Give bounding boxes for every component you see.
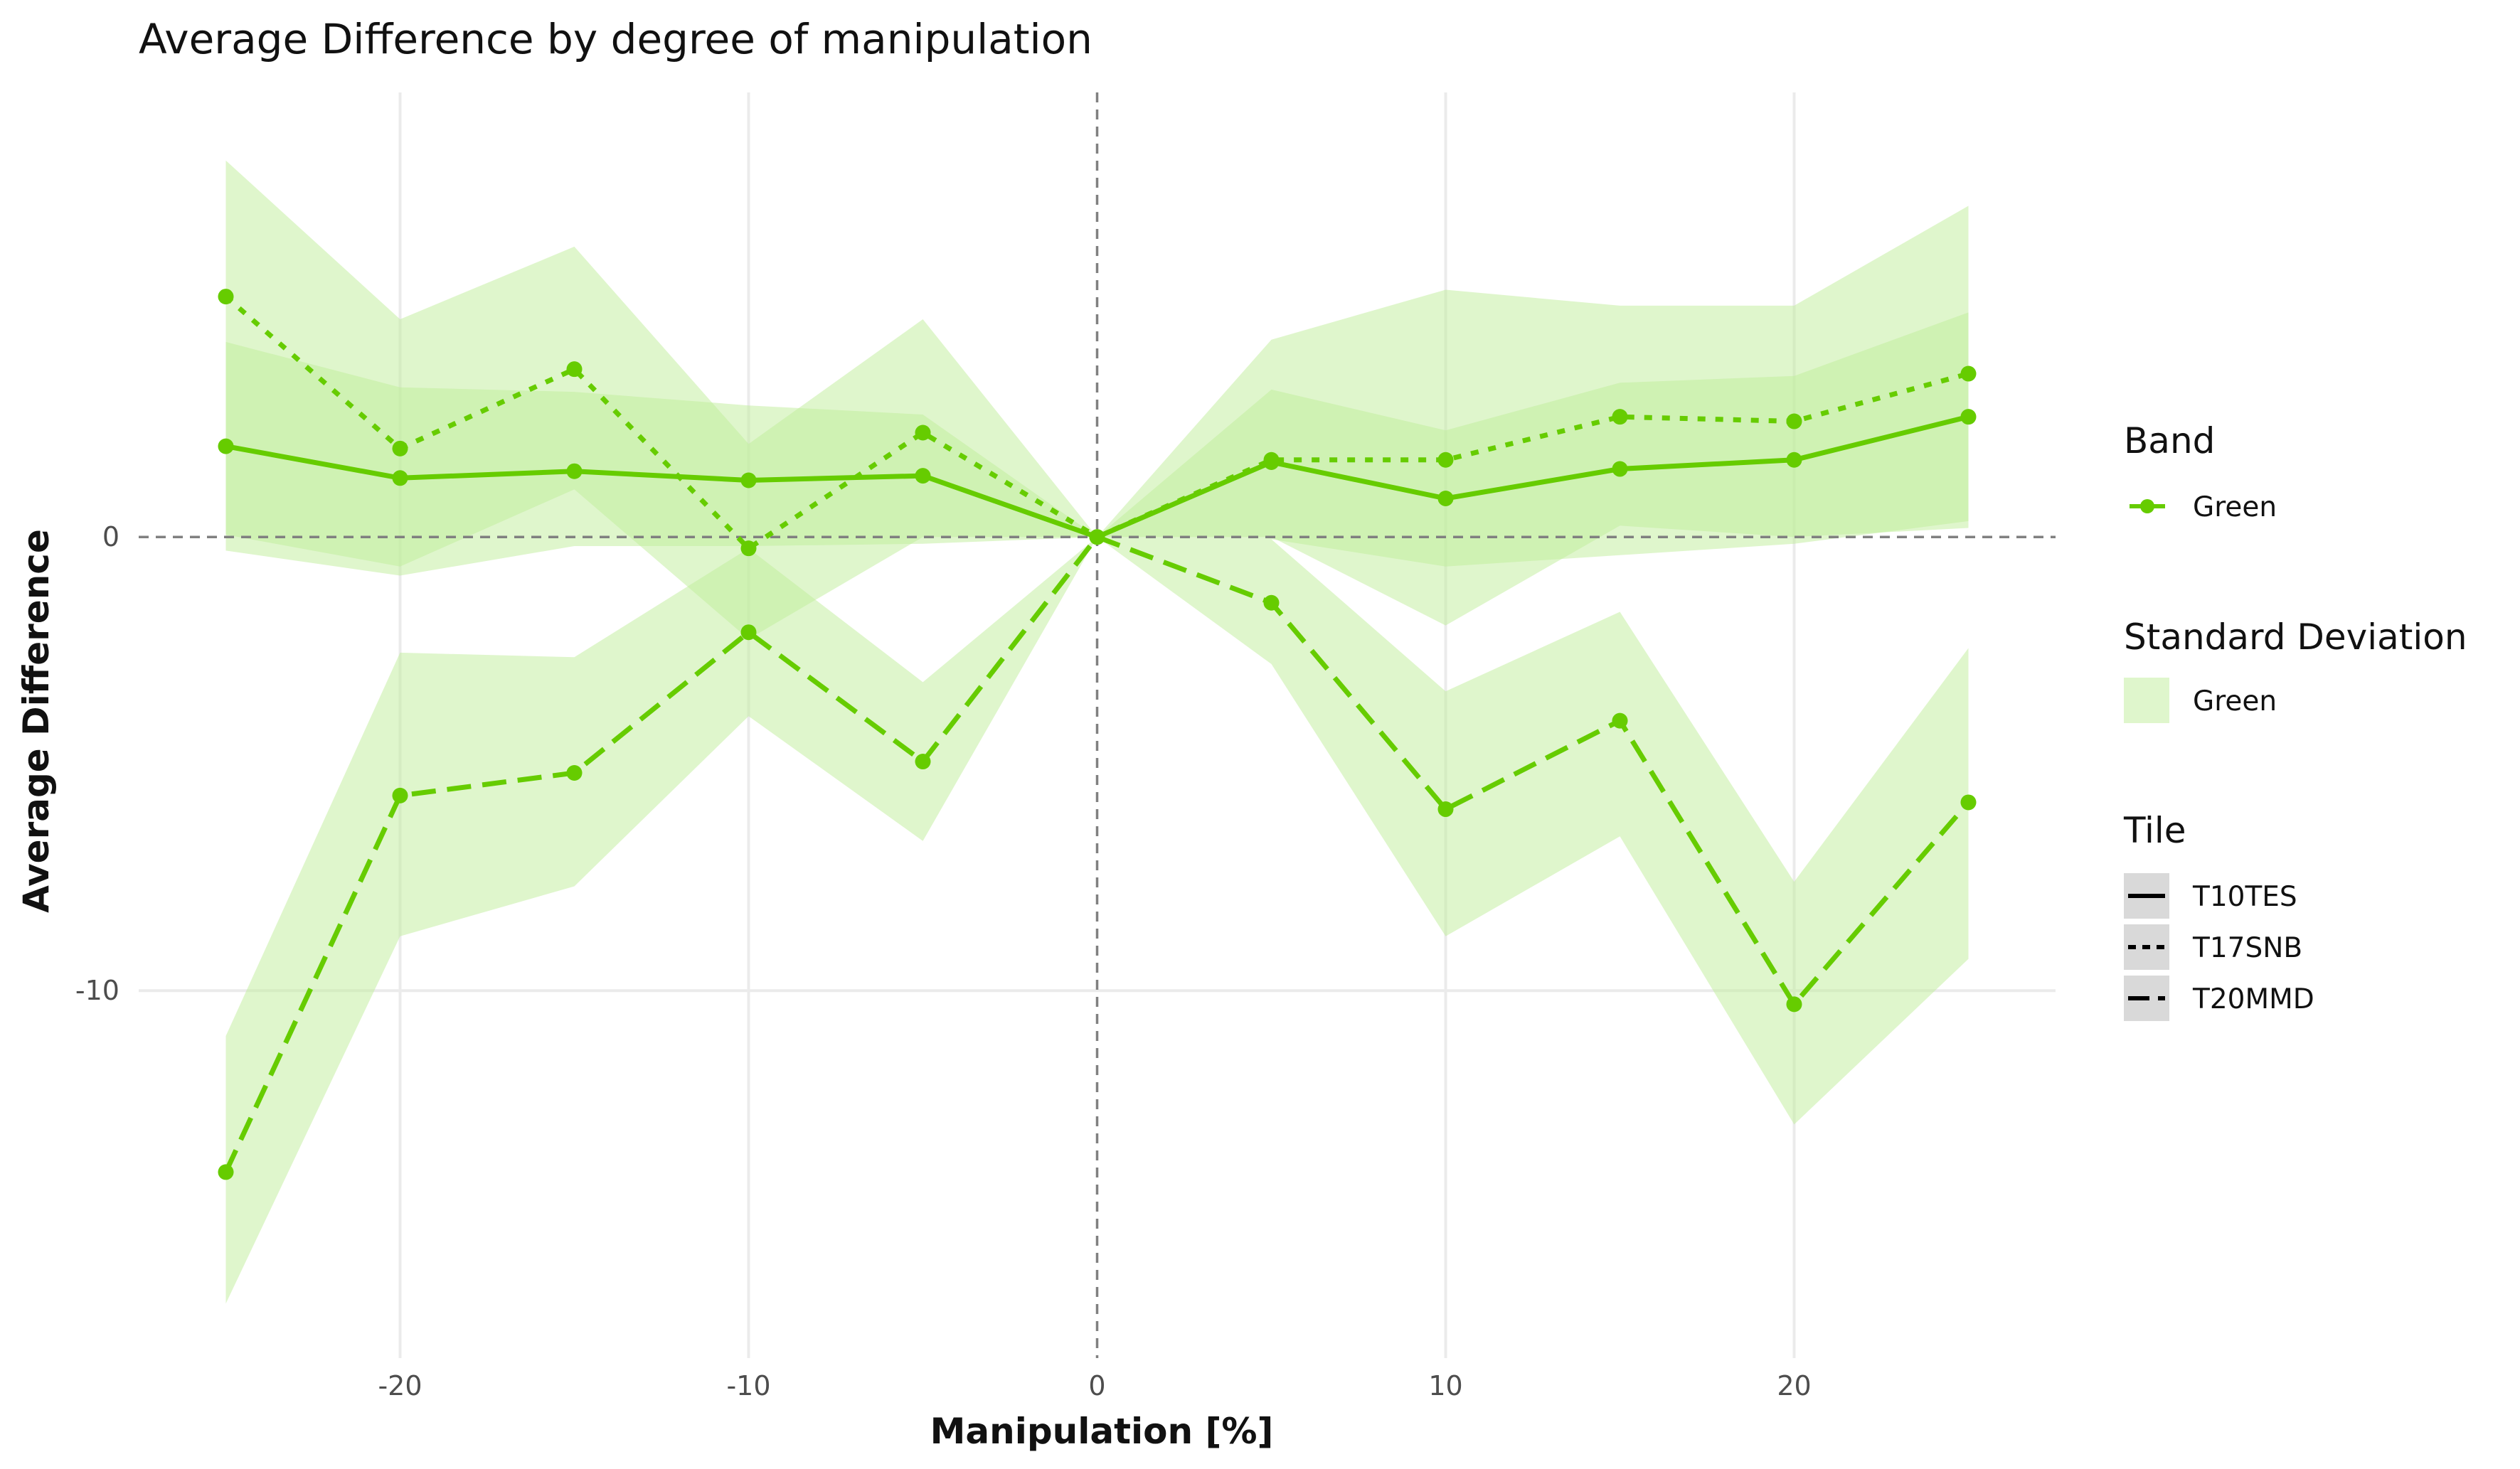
- x-tick-label: -20: [378, 1370, 422, 1401]
- data-point-t17snb: [218, 289, 234, 305]
- data-point-t17snb: [915, 424, 931, 441]
- y-axis-title: Average Difference: [16, 529, 57, 913]
- legend-tile: Tile T10TES T17SNB T20MMD: [2123, 810, 2314, 1021]
- data-point-t17snb: [566, 361, 583, 378]
- y-tick-labels: 0 -10: [75, 521, 119, 1006]
- data-point-t20mmd: [740, 624, 757, 641]
- legend-tile-item-1: T10TES: [2192, 881, 2297, 913]
- legend-sd-swatch: [2124, 678, 2169, 723]
- sd-band-t17snb: [225, 160, 1969, 639]
- data-point-t17snb: [740, 540, 757, 557]
- data-point-t10tes: [1437, 491, 1454, 507]
- data-point-t17snb: [1437, 452, 1454, 468]
- y-tick-label: -10: [75, 975, 119, 1006]
- x-tick-label: -10: [726, 1370, 770, 1401]
- data-point-t10tes: [915, 468, 931, 484]
- data-point-t10tes: [218, 438, 234, 454]
- legend-band-title: Band: [2124, 420, 2215, 461]
- data-point-t17snb: [1960, 365, 1977, 382]
- data-point-t17snb: [1612, 409, 1628, 425]
- legend: Band Green Standard Deviation Green Tile…: [2123, 420, 2467, 1021]
- legend-band-point: [2140, 499, 2154, 513]
- data-point-t17snb: [1263, 452, 1280, 468]
- data-point-t20mmd: [1089, 529, 1105, 545]
- legend-band: Band Green: [2124, 420, 2277, 523]
- legend-tile-title: Tile: [2123, 810, 2186, 851]
- data-point-t20mmd: [1786, 996, 1802, 1013]
- x-tick-label: 0: [1088, 1370, 1105, 1401]
- sd-bands: [225, 160, 1969, 1304]
- data-point-t17snb: [1786, 413, 1802, 429]
- legend-band-item: Green: [2193, 491, 2277, 523]
- data-point-t10tes: [566, 463, 583, 479]
- y-tick-label: 0: [102, 521, 119, 552]
- data-point-t20mmd: [915, 754, 931, 770]
- data-point-t20mmd: [1263, 594, 1280, 611]
- chart-title: Average Difference by degree of manipula…: [139, 15, 1092, 63]
- data-point-t20mmd: [1960, 794, 1977, 811]
- x-tick-label: 10: [1428, 1370, 1462, 1401]
- data-point-t20mmd: [218, 1164, 234, 1180]
- series-points: [218, 289, 1977, 1180]
- x-axis-title: Manipulation [%]: [930, 1411, 1274, 1452]
- legend-sd: Standard Deviation Green: [2124, 616, 2467, 723]
- data-point-t10tes: [1612, 461, 1628, 477]
- data-point-t20mmd: [1437, 801, 1454, 818]
- data-point-t20mmd: [1612, 712, 1628, 729]
- data-point-t20mmd: [392, 787, 408, 803]
- sd-band-t20mmd: [225, 537, 1969, 1304]
- legend-tile-item-3: T20MMD: [2192, 983, 2314, 1015]
- data-point-t10tes: [740, 472, 757, 488]
- legend-tile-item-2: T17SNB: [2192, 932, 2302, 964]
- legend-sd-item: Green: [2193, 685, 2277, 717]
- x-tick-label: 20: [1777, 1370, 1811, 1401]
- legend-sd-title: Standard Deviation: [2124, 616, 2467, 658]
- data-point-t10tes: [392, 470, 408, 486]
- data-point-t10tes: [1960, 409, 1977, 425]
- data-point-t20mmd: [566, 764, 583, 781]
- data-point-t17snb: [392, 440, 408, 456]
- x-tick-labels: -20 -10 0 10 20: [378, 1370, 1811, 1401]
- data-point-t10tes: [1786, 452, 1802, 468]
